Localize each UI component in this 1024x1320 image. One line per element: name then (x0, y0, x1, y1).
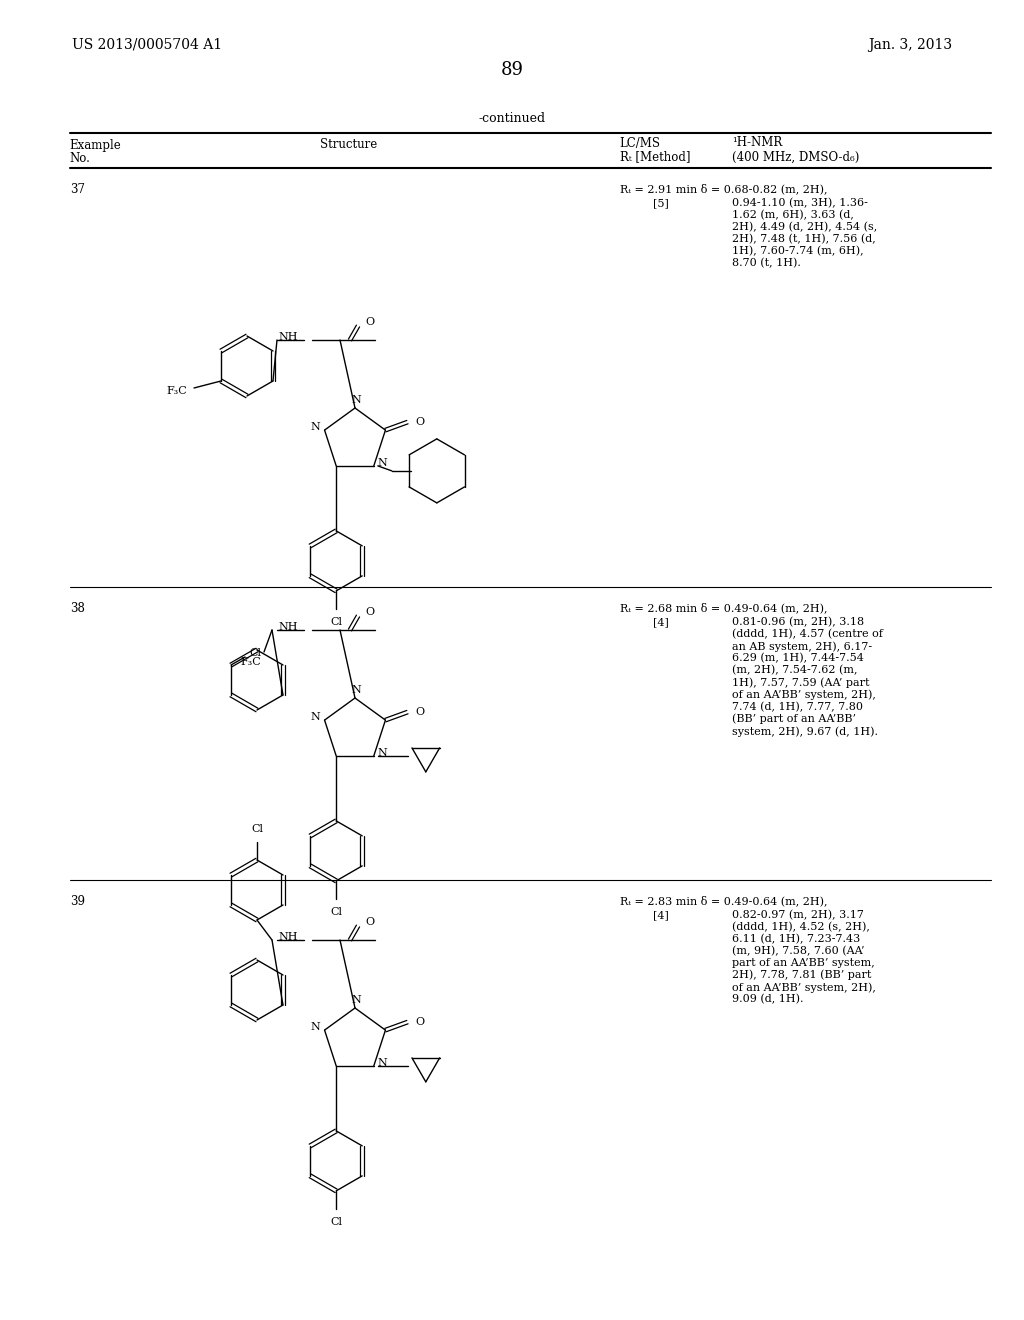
Text: NH: NH (279, 622, 298, 632)
Text: Cl: Cl (251, 824, 263, 834)
Text: Cl: Cl (330, 1217, 342, 1226)
Text: LC/MS: LC/MS (620, 136, 660, 149)
Text: Rₜ = 2.83 min δ = 0.49-0.64 (m, 2H),: Rₜ = 2.83 min δ = 0.49-0.64 (m, 2H), (620, 895, 827, 906)
Text: Jan. 3, 2013: Jan. 3, 2013 (868, 38, 952, 51)
Text: N: N (351, 995, 360, 1005)
Text: N: N (310, 1022, 321, 1032)
Text: 38: 38 (70, 602, 85, 615)
Text: Rₜ [Method]: Rₜ [Method] (620, 150, 690, 164)
Text: O: O (365, 317, 374, 327)
Text: F₃C: F₃C (241, 657, 261, 667)
Text: Structure: Structure (319, 139, 377, 152)
Text: No.: No. (70, 152, 90, 165)
Text: US 2013/0005704 A1: US 2013/0005704 A1 (72, 38, 222, 51)
Text: -continued: -continued (478, 111, 546, 124)
Text: NH: NH (279, 932, 298, 942)
Text: [5]: [5] (653, 198, 670, 209)
Text: N: N (351, 395, 360, 405)
Text: Rₜ = 2.68 min δ = 0.49-0.64 (m, 2H),: Rₜ = 2.68 min δ = 0.49-0.64 (m, 2H), (620, 602, 827, 612)
Text: 37: 37 (70, 183, 85, 195)
Text: N: N (378, 1057, 388, 1068)
Text: Rₜ = 2.91 min δ = 0.68-0.82 (m, 2H),: Rₜ = 2.91 min δ = 0.68-0.82 (m, 2H), (620, 183, 827, 194)
Text: (400 MHz, DMSO-d₆): (400 MHz, DMSO-d₆) (732, 150, 859, 164)
Text: O: O (416, 1018, 425, 1027)
Text: 0.94-1.10 (m, 3H), 1.36-
1.62 (m, 6H), 3.63 (d,
2H), 4.49 (d, 2H), 4.54 (s,
2H),: 0.94-1.10 (m, 3H), 1.36- 1.62 (m, 6H), 3… (732, 198, 878, 268)
Text: N: N (310, 711, 321, 722)
Text: O: O (365, 917, 374, 927)
Text: Cl: Cl (330, 907, 342, 917)
Text: [4]: [4] (653, 616, 670, 627)
Text: 39: 39 (70, 895, 85, 908)
Text: O: O (365, 607, 374, 616)
Text: F₃C: F₃C (166, 385, 187, 396)
Text: O: O (416, 708, 425, 717)
Text: N: N (310, 422, 321, 432)
Text: 0.81-0.96 (m, 2H), 3.18
(dddd, 1H), 4.57 (centre of
an AB system, 2H), 6.17-
6.2: 0.81-0.96 (m, 2H), 3.18 (dddd, 1H), 4.57… (732, 616, 883, 737)
Text: [4]: [4] (653, 909, 670, 920)
Text: N: N (378, 458, 388, 467)
Text: 89: 89 (501, 61, 523, 79)
Text: NH: NH (279, 333, 298, 342)
Text: N: N (378, 748, 388, 758)
Text: Cl: Cl (249, 648, 261, 657)
Text: ¹H-NMR: ¹H-NMR (732, 136, 782, 149)
Text: N: N (351, 685, 360, 696)
Text: 0.82-0.97 (m, 2H), 3.17
(dddd, 1H), 4.52 (s, 2H),
6.11 (d, 1H), 7.23-7.43
(m, 9H: 0.82-0.97 (m, 2H), 3.17 (dddd, 1H), 4.52… (732, 909, 877, 1005)
Text: Example: Example (70, 139, 122, 152)
Text: Cl: Cl (330, 616, 342, 627)
Text: O: O (416, 417, 425, 428)
